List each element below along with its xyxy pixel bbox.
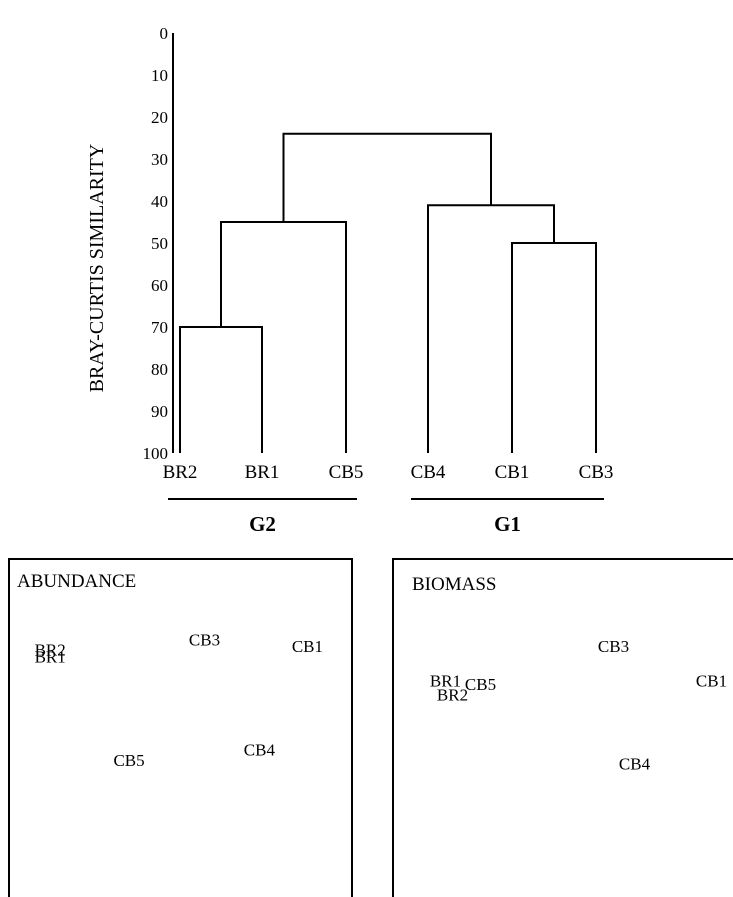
dendrogram-link bbox=[220, 221, 347, 453]
y-tick-label: 10 bbox=[151, 66, 168, 85]
group-brackets: G2 G1 bbox=[168, 498, 604, 536]
y-tick-label: 50 bbox=[151, 234, 168, 253]
leaf-label: BR2 bbox=[163, 462, 198, 483]
leaf-label: CB1 bbox=[495, 462, 530, 483]
group-label: G1 bbox=[494, 512, 521, 536]
group-label: G2 bbox=[249, 512, 276, 536]
ordination-point-label: CB4 bbox=[619, 754, 651, 773]
ordination-point-label: BR1 bbox=[35, 648, 66, 667]
ordination-point-label: CB5 bbox=[113, 751, 144, 770]
leaf-label: CB4 bbox=[411, 462, 446, 483]
leaf-label: CB3 bbox=[579, 462, 614, 483]
abundance-title: ABUNDANCE bbox=[17, 571, 136, 592]
y-tick-label: 90 bbox=[151, 402, 168, 421]
y-tick-label: 20 bbox=[151, 108, 168, 127]
ordination-point-label: BR2 bbox=[35, 641, 66, 660]
ordination-point-label: CB3 bbox=[189, 630, 220, 649]
dendrogram-link bbox=[511, 242, 597, 453]
ordination-point-label: CB1 bbox=[696, 672, 727, 691]
dendrogram-link bbox=[282, 132, 492, 222]
biomass-title: BIOMASS bbox=[412, 574, 496, 595]
y-tick-label: 100 bbox=[143, 444, 169, 463]
y-axis-label: BRAY-CURTIS SIMILARITY bbox=[86, 144, 108, 393]
ordination-point-label: CB3 bbox=[598, 637, 629, 656]
y-tick-label: 0 bbox=[160, 24, 169, 43]
dendrogram-branches bbox=[179, 132, 597, 453]
ordination-point-label: CB4 bbox=[244, 741, 276, 760]
y-tick-label: 70 bbox=[151, 318, 168, 337]
dendrogram: BRAY-CURTIS SIMILARITY 0 10 20 30 40 50 60 70 80… bbox=[86, 24, 613, 536]
biomass-frame bbox=[392, 558, 733, 897]
y-tick-label: 40 bbox=[151, 192, 168, 211]
y-tick-labels: 0 10 20 30 40 50 60 70 80 90 100 bbox=[143, 24, 169, 463]
dendrogram-link bbox=[179, 326, 263, 453]
y-tick-label: 80 bbox=[151, 360, 168, 379]
leaf-label: CB5 bbox=[329, 462, 364, 483]
ordination-point-label: CB5 bbox=[465, 675, 496, 694]
ordination-point-label: CB1 bbox=[292, 637, 323, 656]
leaf-label: BR1 bbox=[245, 462, 280, 483]
ordination-point-label: BR1 bbox=[430, 672, 461, 691]
ordination-point-label: BR2 bbox=[437, 685, 468, 704]
y-tick-label: 60 bbox=[151, 276, 168, 295]
abundance-frame bbox=[8, 558, 353, 897]
leaf-labels: BR2 BR1 CB5 CB4 CB1 CB3 bbox=[163, 462, 614, 483]
y-tick-label: 30 bbox=[151, 150, 168, 169]
